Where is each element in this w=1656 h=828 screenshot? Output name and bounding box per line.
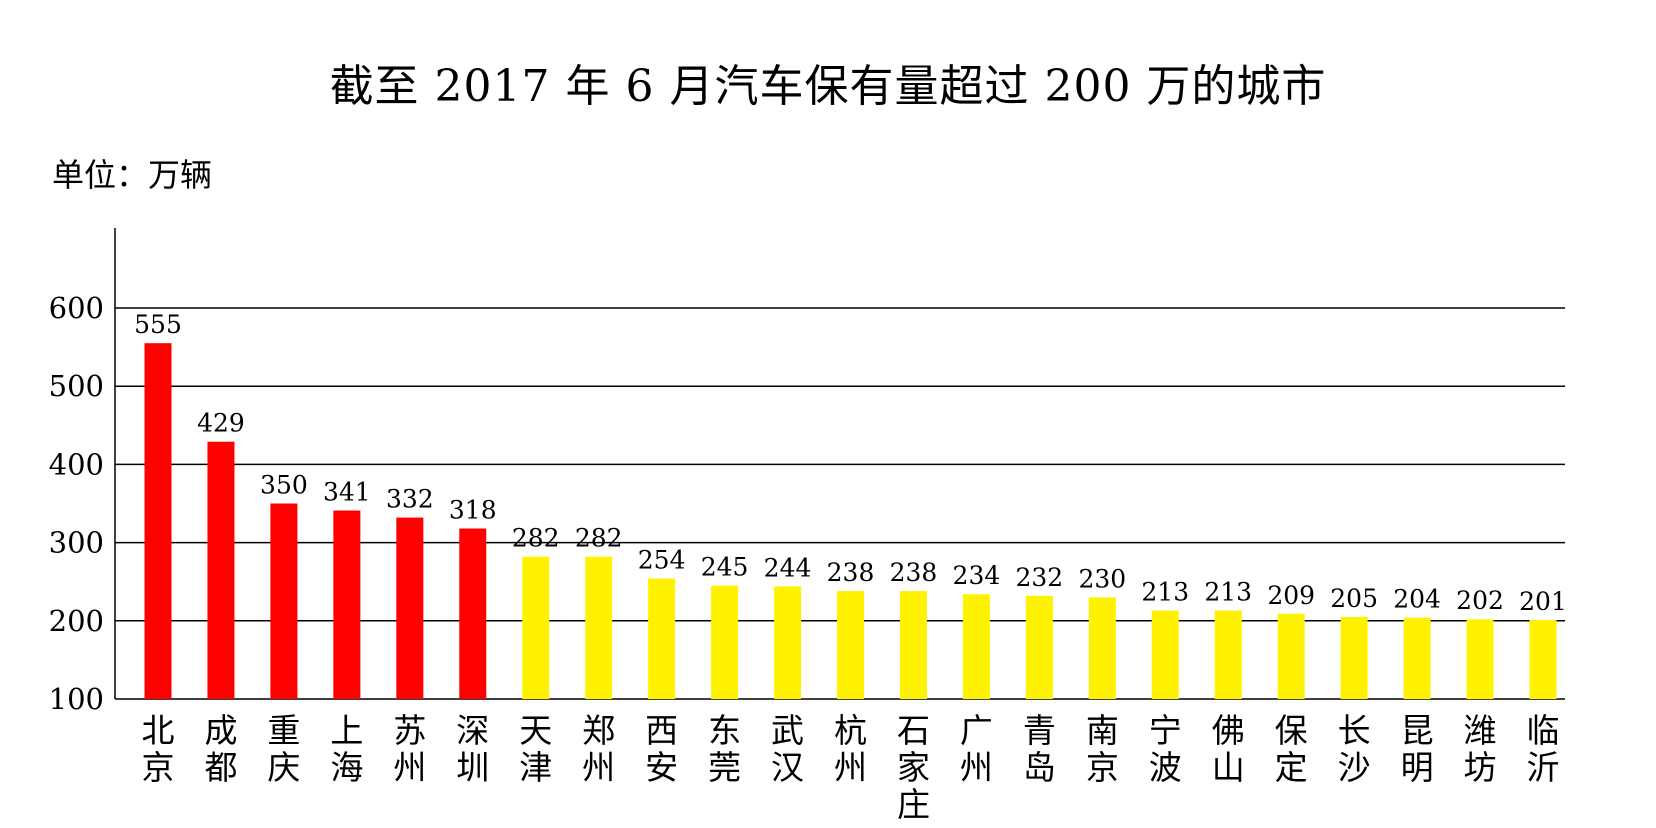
category-label: 苏州 (393, 711, 426, 787)
data-label: 213 (1141, 578, 1189, 607)
data-label: 282 (512, 524, 560, 553)
data-label: 232 (1016, 563, 1064, 592)
data-label: 202 (1456, 586, 1504, 615)
bar (270, 503, 298, 699)
category-label: 青岛 (1023, 711, 1056, 787)
data-label: 238 (890, 558, 938, 587)
data-label: 555 (134, 310, 182, 339)
category-label: 郑州 (582, 711, 615, 787)
bar (333, 510, 361, 699)
data-label: 254 (638, 546, 686, 575)
y-tick-label: 300 (49, 526, 104, 560)
category-label: 佛山 (1212, 711, 1245, 787)
bar (1151, 610, 1179, 699)
bar (1214, 610, 1242, 699)
category-label: 东莞 (708, 711, 741, 787)
unit-label: 单位：万辆 (52, 156, 213, 194)
category-label: 石家庄 (897, 711, 930, 824)
category-label: 西安 (645, 711, 678, 787)
category-label: 广州 (960, 711, 993, 787)
data-label: 230 (1078, 564, 1126, 593)
data-label: 201 (1519, 587, 1567, 616)
data-label: 245 (701, 553, 749, 582)
y-tick-label: 100 (49, 682, 104, 716)
bars (144, 343, 1557, 699)
y-tick-label: 400 (49, 447, 104, 481)
data-label: 209 (1267, 581, 1315, 610)
data-label: 341 (323, 478, 371, 507)
value-labels: 555 429 350 341 332 318 282 282 254 245 244 238 238 2… (134, 310, 1567, 616)
chart-title: 截至 2017 年 6 月汽车保有量超过 200 万的城市 (329, 61, 1327, 112)
data-label: 234 (953, 561, 1001, 590)
category-label: 武汉 (771, 711, 804, 787)
bar (1277, 613, 1305, 699)
y-tick-label: 500 (49, 369, 104, 403)
data-label: 282 (575, 524, 623, 553)
category-label: 天津 (519, 711, 552, 787)
bar (459, 528, 487, 699)
y-tick-label: 200 (49, 604, 104, 638)
bar (711, 585, 739, 699)
bar (207, 441, 235, 699)
category-label: 深圳 (456, 711, 489, 787)
category-label: 临沂 (1527, 711, 1560, 787)
bar (1340, 616, 1368, 699)
data-label: 318 (449, 496, 497, 525)
data-label: 429 (197, 409, 245, 438)
category-label: 宁波 (1149, 711, 1182, 787)
category-label: 昆明 (1401, 711, 1434, 787)
bar (396, 517, 424, 699)
bar (899, 591, 927, 699)
bar (522, 556, 550, 699)
category-label: 杭州 (834, 711, 867, 787)
data-label: 238 (827, 558, 875, 587)
category-label: 北京 (142, 711, 175, 787)
bar (1466, 619, 1494, 699)
bar (648, 578, 676, 699)
data-label: 205 (1330, 584, 1378, 613)
category-label: 成都 (204, 711, 237, 787)
data-label: 244 (764, 553, 812, 582)
bar (962, 594, 990, 699)
y-tick-label: 600 (49, 291, 104, 325)
bar (1025, 595, 1053, 699)
bar (1403, 617, 1431, 699)
bar (1529, 620, 1557, 699)
category-label: 上海 (330, 711, 363, 787)
y-tick-labels: 100 200 300 400 500 600 (49, 291, 104, 716)
category-label: 长沙 (1338, 711, 1371, 787)
bar (837, 591, 864, 699)
data-label: 332 (386, 485, 434, 514)
data-label: 213 (1204, 578, 1252, 607)
data-label: 350 (260, 471, 308, 500)
category-label: 重庆 (267, 711, 300, 787)
category-labels: 北京成都重庆上海苏州深圳天津郑州西安东莞武汉杭州石家庄广州青岛南京宁波佛山保定长… (142, 711, 1560, 824)
category-label: 潍坊 (1464, 711, 1497, 787)
category-label: 保定 (1275, 711, 1308, 787)
category-label: 南京 (1086, 711, 1119, 787)
data-label: 204 (1393, 585, 1441, 614)
bar (1088, 597, 1116, 699)
bar (585, 556, 613, 699)
bar (144, 343, 172, 699)
bar (774, 586, 802, 699)
